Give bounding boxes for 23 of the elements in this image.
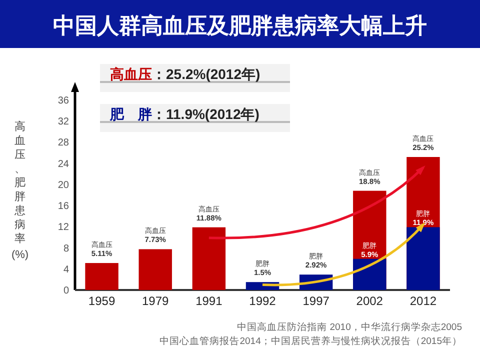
- y-tick-label: 36: [58, 96, 70, 106]
- y-tick-label: 20: [58, 180, 70, 191]
- annotation: 肥 胖：11.9%(2012年): [109, 106, 260, 122]
- y-tick-label: 0: [63, 286, 70, 296]
- text: 高血压：25.2%(2012年): [110, 66, 260, 82]
- y-tick-label: 12: [58, 222, 70, 234]
- y-tick-label: 8: [63, 243, 70, 254]
- x-tick-label: 1959: [88, 294, 116, 308]
- text: 高血压、肥胖患病率(%): [11, 121, 29, 261]
- text: 中国高血压防治指南 2010，中华流行病学杂志2005: [237, 321, 462, 333]
- x-tick-label: 1997: [302, 294, 330, 308]
- x-tick-label: 1992: [249, 294, 276, 308]
- y-tick-label: 4: [63, 264, 70, 276]
- x-tick-label: 2012: [410, 294, 437, 308]
- x-tick-label: 1979: [142, 294, 170, 308]
- y-tick-label: 24: [58, 158, 70, 170]
- y-tick-label: 28: [58, 138, 70, 149]
- text: 中国心血管病报告2014；中国居民营养与慢性病状况报告（2015年）: [160, 335, 462, 347]
- y-tick-label: 32: [58, 116, 70, 128]
- chart-title: 中国人群高血压及肥胖患病率大幅上升: [53, 13, 427, 38]
- x-tick-label: 1991: [196, 294, 223, 308]
- y-tick-label: 16: [58, 201, 70, 212]
- x-tick-label: 2002: [356, 294, 384, 308]
